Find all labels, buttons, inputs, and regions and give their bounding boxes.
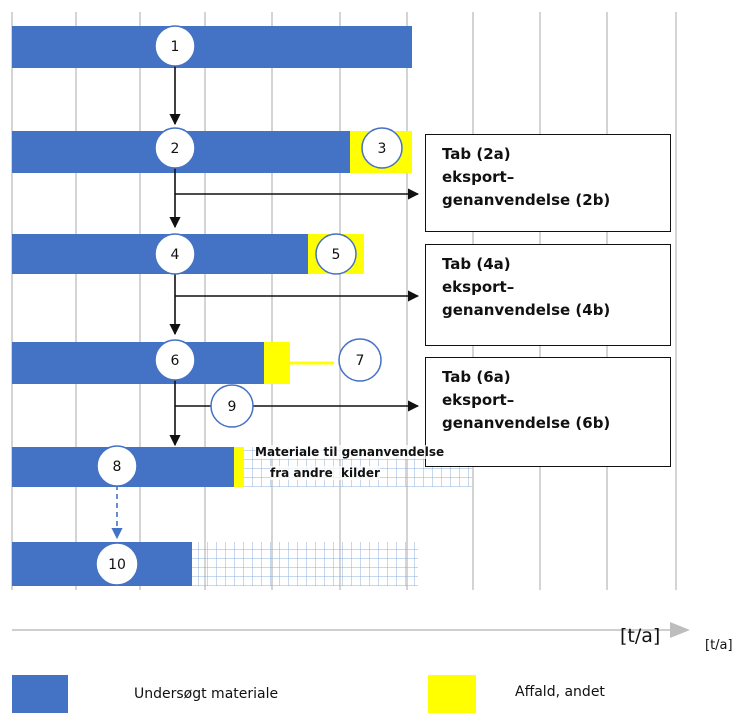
step-4-marker: 4	[154, 233, 196, 275]
axis-unit-label-small: [t/a]	[705, 638, 733, 653]
step-3-marker: 3	[361, 127, 403, 169]
waste-bar-7	[264, 342, 290, 384]
step-number: 6	[171, 353, 180, 369]
recycled-hatch-10	[192, 542, 418, 586]
waste-bar-8	[234, 447, 244, 487]
step-number: 7	[356, 353, 365, 369]
step-7-marker: 7	[338, 338, 382, 382]
box-line: Tab (6a)	[442, 368, 511, 386]
step-number: 3	[378, 141, 387, 157]
step-markers: 1 2 3 4 5 6 7 8	[95, 25, 403, 586]
step-circle	[361, 127, 403, 169]
legend-swatch-waste	[428, 675, 476, 713]
loss-export-box-2: Tab (2a) eksport– genanvendelse (2b)	[425, 134, 671, 232]
box-line: Tab (4a)	[442, 255, 511, 273]
loss-export-box-6: Tab (6a) eksport– genanvendelse (6b)	[425, 357, 671, 467]
step-number: 5	[332, 247, 341, 263]
bar-step-6	[12, 342, 264, 384]
other-sources-label-2: fra andre kilder	[270, 466, 380, 480]
step-number: 10	[108, 557, 126, 573]
box-line: eksport–	[442, 168, 515, 186]
step-number: 8	[113, 459, 122, 475]
legend-label-waste: Affald, andet	[515, 684, 605, 700]
step-6-marker: 6	[154, 339, 196, 381]
box-line: genanvendelse (6b)	[442, 414, 611, 432]
box-line: Tab (2a)	[442, 145, 511, 163]
legend-swatch-investigated	[12, 675, 68, 713]
step-circle	[96, 445, 138, 487]
step-circle	[154, 25, 196, 67]
step-number: 9	[228, 399, 237, 415]
step-10-marker: 10	[95, 542, 139, 586]
step-2-marker: 2	[154, 127, 196, 169]
step-circle	[154, 339, 196, 381]
step-circle	[338, 338, 382, 382]
flow-bars	[12, 26, 472, 586]
loss-export-box-4: Tab (4a) eksport– genanvendelse (4b)	[425, 244, 671, 346]
box-line: eksport–	[442, 278, 515, 296]
axis-arrow-icon	[670, 622, 690, 638]
step-number: 2	[171, 141, 180, 157]
axis-unit-label: [t/a]	[620, 625, 661, 647]
step-circle	[154, 233, 196, 275]
step-number: 1	[171, 39, 180, 55]
other-sources-label-1: Materiale til genanvendelse	[255, 445, 445, 459]
bar-step-1	[12, 26, 412, 68]
step-5-marker: 5	[315, 233, 357, 275]
step-number: 4	[171, 247, 180, 263]
step-9-marker: 9	[210, 384, 254, 428]
step-circle	[210, 384, 254, 428]
x-axis	[12, 622, 690, 638]
box-line: genanvendelse (2b)	[442, 191, 611, 209]
step-circle	[95, 542, 139, 586]
step-1-marker: 1	[154, 25, 196, 67]
step-circle	[154, 127, 196, 169]
legend-label-investigated: Undersøgt materiale	[134, 686, 279, 702]
box-line: eksport–	[442, 391, 515, 409]
step-circle	[315, 233, 357, 275]
step-8-marker: 8	[96, 445, 138, 487]
box-line: genanvendelse (4b)	[442, 301, 611, 319]
